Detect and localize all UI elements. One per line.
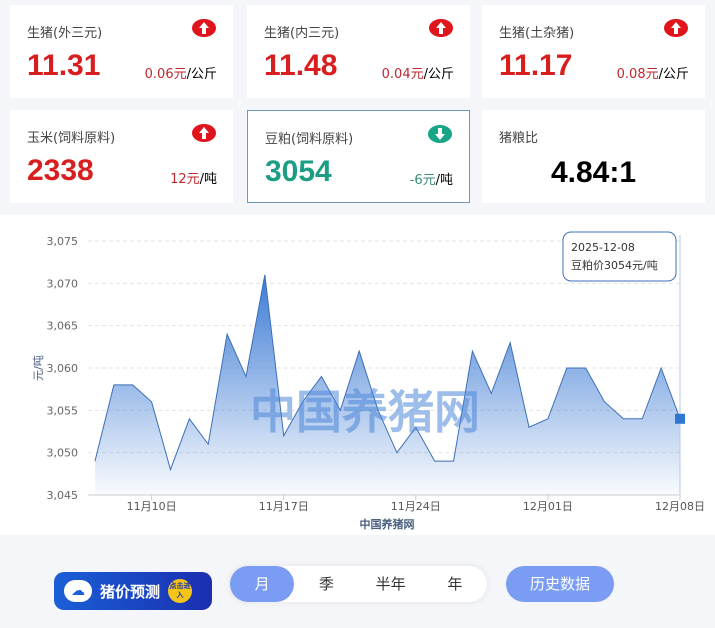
card-change: -6元/吨 [410, 169, 453, 188]
change-amount: 0.06元 [144, 67, 187, 82]
arrow-up-icon [192, 124, 216, 142]
x-tick-label: 12月08日 [655, 500, 705, 513]
change-unit: /公斤 [186, 67, 217, 82]
price-card[interactable]: 生猪(土杂猪) 11.17 0.08元/公斤 [482, 5, 705, 98]
y-axis-label: 元/吨 [32, 355, 45, 381]
arrow-up-icon [192, 19, 216, 37]
card-title: 豆粕(饲料原料) [265, 132, 354, 147]
y-tick-label: 3,055 [47, 404, 79, 417]
enter-badge: 点击进入 [168, 579, 193, 603]
card-change: 0.06元/公斤 [145, 63, 217, 82]
y-tick-label: 3,075 [47, 235, 79, 248]
change-unit: /吨 [435, 173, 453, 188]
change-amount: 0.08元 [616, 67, 659, 82]
cloud-icon: ☁ [64, 580, 92, 602]
price-chart[interactable]: 3,045 3,050 3,055 3,060 3,065 3,070 3,075 11月10… [0, 215, 715, 535]
x-axis-label: 中国养猪网 [360, 517, 415, 531]
y-tick-label: 3,065 [47, 320, 79, 333]
card-value: 2338 [27, 154, 94, 187]
card-value: 11.17 [499, 49, 573, 82]
forecast-label: 猪价预测 [100, 582, 161, 601]
card-title: 生猪(土杂猪) [499, 26, 575, 41]
card-value: 11.48 [264, 49, 338, 82]
change-unit: /公斤 [658, 67, 689, 82]
change-amount: 12元 [170, 172, 200, 187]
arrow-down-icon [428, 125, 452, 143]
y-tick-label: 3,050 [47, 447, 79, 460]
change-unit: /公斤 [423, 67, 454, 82]
tooltip-value: 豆粕价3054元/吨 [571, 258, 658, 272]
history-data-button[interactable]: 历史数据 [506, 566, 614, 602]
card-change: 0.04元/公斤 [382, 63, 454, 82]
change-amount: 0.04元 [381, 67, 424, 82]
series-line [94, 274, 681, 472]
card-title: 猪粮比 [499, 131, 539, 146]
price-card[interactable]: 猪粮比 4.84:1 [482, 110, 705, 203]
card-value: 4.84:1 [550, 156, 637, 189]
tooltip-date: 2025-12-08 [571, 241, 635, 254]
series-area [95, 274, 680, 495]
tab-year[interactable]: 年 [447, 575, 463, 593]
card-title: 玉米(饲料原料) [27, 131, 116, 146]
x-tick-label: 12月01日 [523, 500, 573, 513]
tab-quarter[interactable]: 季 [318, 575, 334, 593]
y-tick-label: 3,060 [47, 362, 79, 375]
card-value: 11.31 [27, 49, 101, 82]
price-forecast-banner[interactable]: ☁ 猪价预测 点击进入 [54, 572, 212, 610]
tooltip [562, 231, 677, 282]
card-change: 12元/吨 [170, 168, 217, 187]
price-card[interactable]: 玉米(饲料原料) 2338 12元/吨 [10, 110, 233, 203]
change-amount: -6元 [409, 173, 436, 188]
x-tick-label: 11月17日 [259, 500, 309, 513]
card-title: 生猪(内三元) [264, 26, 340, 41]
arrow-up-icon [429, 19, 453, 37]
arrow-up-icon [664, 19, 688, 37]
y-tick-label: 3,070 [47, 277, 79, 290]
y-tick-label: 3,045 [47, 489, 79, 502]
card-title: 生猪(外三元) [27, 26, 103, 41]
watermark: 中国养猪网 [250, 385, 480, 439]
tab-month[interactable]: 月 [230, 566, 295, 602]
period-tabs: 月 季 半年 年 [230, 566, 487, 602]
hover-marker [675, 413, 685, 424]
x-tick-label: 11月10日 [127, 500, 177, 513]
card-change: 0.08元/公斤 [617, 63, 689, 82]
card-value: 3054 [265, 155, 332, 188]
price-card[interactable]: 生猪(内三元) 11.48 0.04元/公斤 [247, 5, 470, 98]
x-tick-label: 11月24日 [391, 500, 441, 513]
change-unit: /吨 [199, 172, 217, 187]
price-card[interactable]: 豆粕(饲料原料) 3054 -6元/吨 [247, 110, 470, 203]
price-card[interactable]: 生猪(外三元) 11.31 0.06元/公斤 [10, 5, 233, 98]
tab-half-year[interactable]: 半年 [375, 575, 406, 593]
